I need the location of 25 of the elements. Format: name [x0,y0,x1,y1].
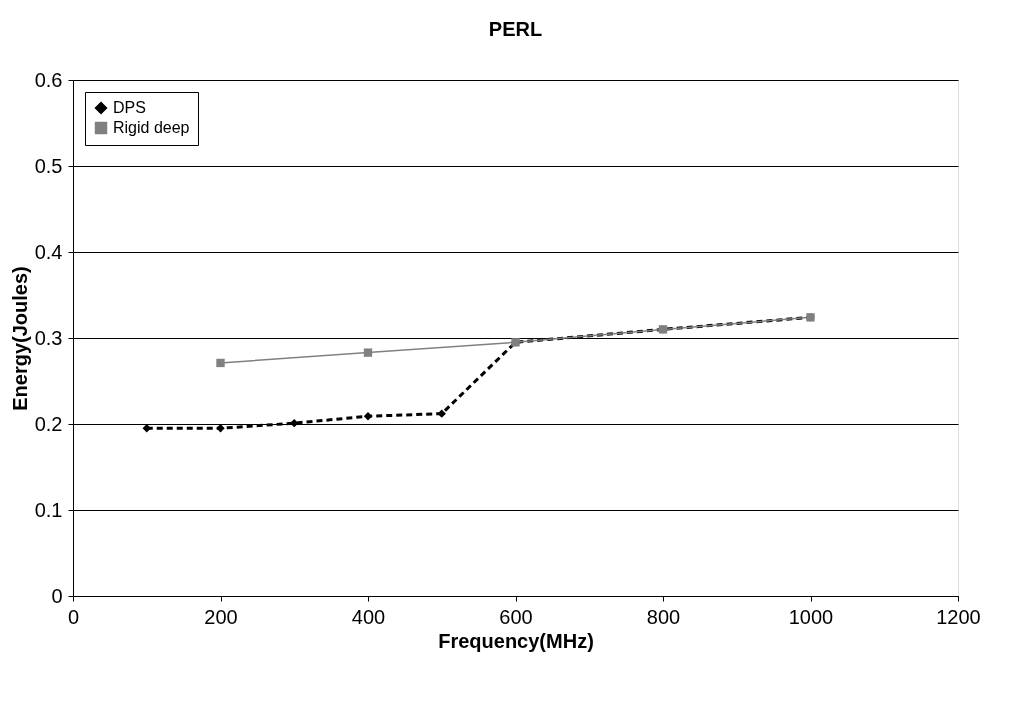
y-tick-label: 0.4 [34,240,63,263]
legend-label: DPS [113,99,146,116]
chart-title: PERL [488,18,543,40]
x-tick-label: 400 [351,605,386,628]
x-tick-label: 200 [204,605,238,628]
y-tick-label: 0.1 [34,498,63,521]
x-tick-label: 800 [646,605,681,628]
x-tick-label: 0 [67,605,80,628]
y-tick-label: 0.6 [34,68,63,91]
y-tick-label: 0.2 [34,412,63,435]
x-axis-title: Frequency(MHz) [438,629,594,652]
y-tick-label: 0.3 [34,326,63,349]
point [142,424,151,433]
x-tick-label: 600 [499,605,533,628]
y-tick-label: 0.5 [34,154,63,177]
point [363,348,373,357]
y-axis-title: Energy(Joules) [8,266,31,411]
point [437,409,446,418]
y-tick-label: 0 [51,584,63,607]
legend-label: Rigid deep [113,119,190,136]
point [363,412,373,421]
x-tick-label: 1200 [936,605,981,628]
x-tick-label: 1000 [788,605,834,628]
point [216,358,225,368]
point [216,424,225,433]
